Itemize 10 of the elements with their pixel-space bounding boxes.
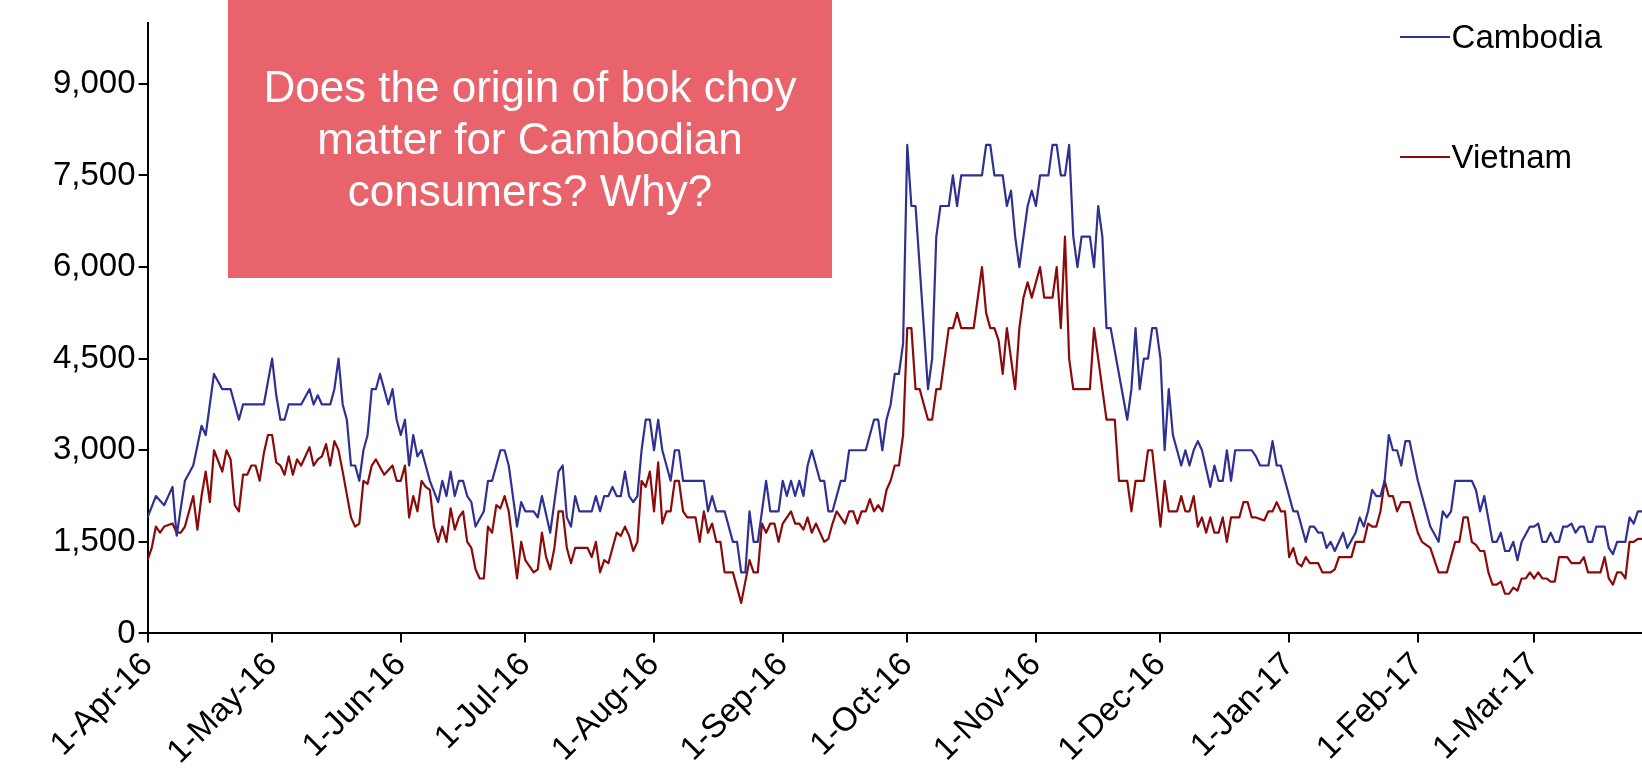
legend-label: Vietnam bbox=[1451, 138, 1573, 176]
y-tick-label: 3,000 bbox=[52, 429, 136, 467]
legend-label: Cambodia bbox=[1451, 18, 1602, 56]
y-tick-label: 9,000 bbox=[52, 62, 136, 100]
y-tick-label: 6,000 bbox=[52, 246, 136, 284]
y-tick-label: 1,500 bbox=[52, 520, 136, 558]
y-tick-label: 7,500 bbox=[52, 154, 136, 192]
y-tick-label: 0 bbox=[117, 612, 136, 650]
annotation: Does the origin of bok choy matter for Cambodian consumers? Why? bbox=[262, 61, 798, 217]
y-tick-label: 4,500 bbox=[52, 337, 136, 375]
